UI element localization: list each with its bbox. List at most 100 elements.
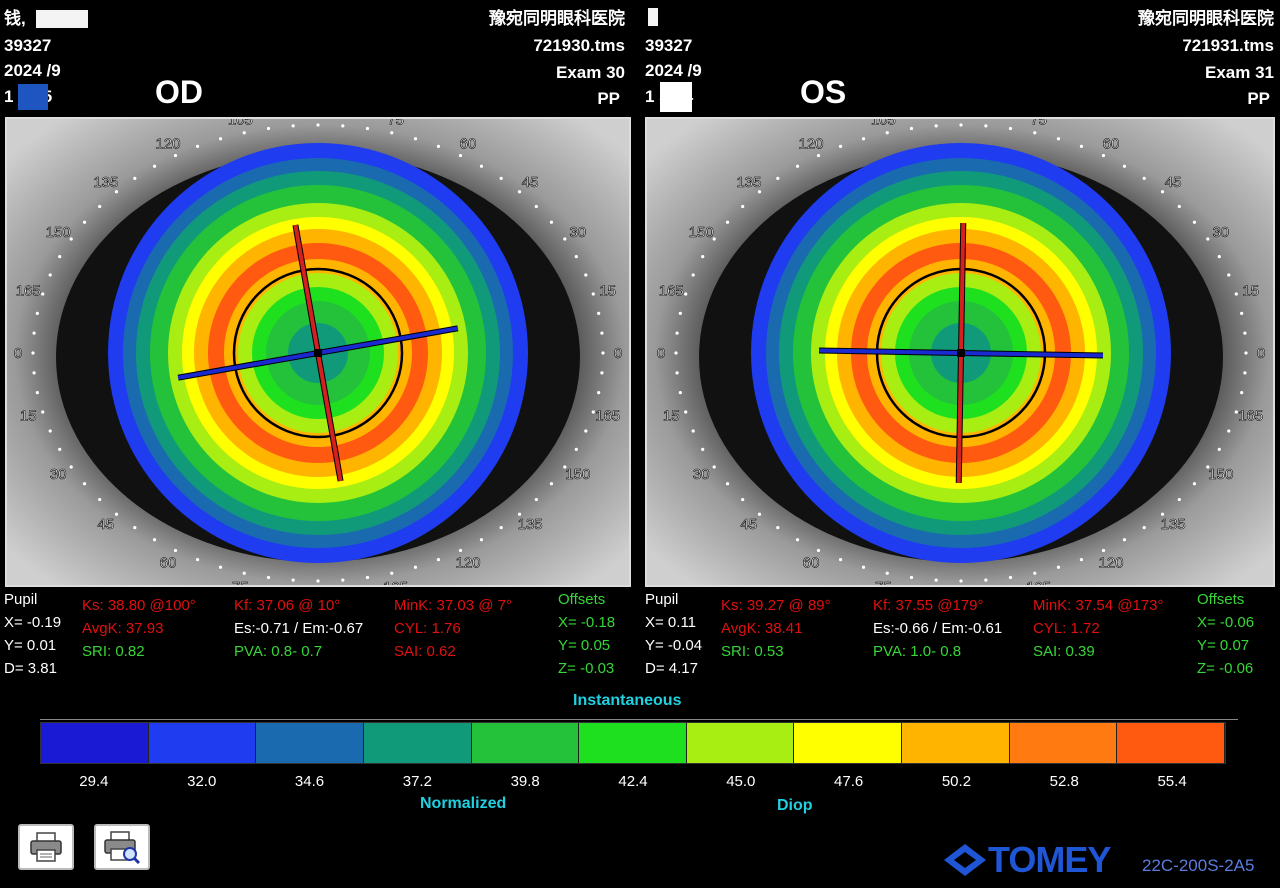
color-scale-cell: [902, 723, 1010, 763]
degree-dot: [574, 447, 578, 451]
degree-dot: [984, 124, 988, 128]
degree-dot: [1243, 331, 1247, 335]
color-scale-label: 42.4: [618, 773, 648, 790]
degree-dot: [173, 548, 178, 553]
degree-label: 165: [1238, 408, 1263, 425]
degree-label: 120: [155, 135, 180, 152]
degree-dot: [675, 331, 679, 335]
right-k-block: Ks: 39.27 @ 89° AvgK: 38.41 SRI: 0.53: [721, 594, 831, 663]
degree-dot: [861, 565, 866, 569]
degree-dot: [1056, 137, 1061, 141]
degree-dot: [1244, 351, 1248, 355]
degree-dot: [597, 390, 601, 395]
left-mink: MinK: 37.03 @ 7°: [394, 597, 512, 614]
color-scale-cell: [794, 723, 903, 763]
right-pupil-x: X= 0.11: [645, 614, 697, 631]
degree-dot: [600, 331, 604, 335]
legend-title-normalized[interactable]: Normalized: [420, 795, 507, 812]
degree-label: 60: [803, 555, 820, 572]
degree-dot: [98, 204, 102, 209]
left-file-name: 721930.tms: [533, 36, 625, 55]
degree-dot: [741, 497, 745, 502]
degree-label: 120: [798, 135, 823, 152]
right-file-name: 721931.tms: [1182, 36, 1274, 55]
degree-dot: [984, 578, 988, 582]
degree-dot: [1033, 131, 1037, 135]
degree-label: 150: [1208, 466, 1233, 483]
right-offset-y: Y= 0.07: [1197, 637, 1250, 654]
degree-label: 60: [160, 555, 177, 572]
right-topography-map[interactable]: 0153045607590105120135150165015304560759…: [645, 117, 1275, 587]
degree-label: 15: [1242, 282, 1259, 299]
right-ks: Ks: 39.27 @ 89°: [721, 597, 831, 614]
degree-dot: [1192, 220, 1197, 224]
left-offsets-block: Offsets X= -0.18 Y= 0.05 Z= -0.03: [558, 588, 615, 680]
degree-dot: [316, 123, 320, 127]
degree-dot: [600, 371, 604, 375]
left-pupil-block: Pupil X= -0.19 Y= 0.01 D= 3.81: [4, 588, 61, 680]
degree-label: 15: [20, 408, 37, 425]
degree-dot: [82, 482, 87, 486]
degree-label: 75: [1030, 119, 1047, 128]
degree-label: 150: [689, 224, 714, 241]
legend-title-diop[interactable]: Diop: [777, 797, 813, 814]
degree-dot: [152, 538, 157, 542]
right-mode: PP: [1247, 89, 1270, 108]
right-name-redaction: [648, 8, 658, 26]
legend-divider: [40, 719, 1238, 720]
degree-dot: [861, 137, 866, 141]
left-kf-block: Kf: 37.06 @ 10° Es:-0.71 / Em:-0.67 PVA:…: [234, 594, 363, 663]
degree-dot: [691, 429, 695, 433]
degree-dot: [499, 176, 503, 180]
right-pupil-y: Y= -0.04: [645, 637, 703, 654]
degree-label: 75: [387, 119, 404, 128]
degree-dot: [390, 571, 394, 575]
degree-dot: [35, 390, 39, 395]
print-preview-button[interactable]: [94, 824, 150, 870]
degree-dot: [712, 465, 716, 469]
color-scale-label: 52.8: [1049, 773, 1079, 790]
right-sri: SRI: 0.53: [721, 643, 784, 660]
degree-label: 15: [599, 282, 616, 299]
degree-dot: [816, 548, 821, 553]
left-ks: Ks: 38.80 @100°: [82, 597, 196, 614]
left-topography-map[interactable]: 0153045607590105120135150165015304560759…: [5, 117, 631, 587]
right-pupil-d: D= 4.17: [645, 660, 698, 677]
degree-dot: [41, 410, 45, 414]
degree-dot: [458, 153, 463, 158]
degree-dot: [316, 579, 320, 583]
degree-label: 105: [383, 579, 408, 587]
right-pupil-title: Pupil: [645, 591, 679, 608]
right-offset-z: Z= -0.06: [1197, 660, 1254, 677]
degree-dot: [1142, 526, 1146, 530]
degree-dot: [584, 429, 588, 433]
degree-dot: [1217, 447, 1221, 451]
printer-icon: [30, 832, 62, 862]
degree-dot: [517, 190, 522, 194]
degree-label: 90: [953, 119, 970, 120]
degree-label: 30: [569, 224, 586, 241]
tomey-logo-mark-icon: [944, 844, 986, 876]
degree-dot: [563, 237, 567, 241]
degree-dot: [133, 526, 137, 530]
color-scale-label: 29.4: [79, 773, 109, 790]
degree-dot: [563, 465, 567, 469]
right-kf: Kf: 37.55 @179°: [873, 597, 984, 614]
degree-dot: [1177, 204, 1181, 209]
degree-dot: [757, 190, 762, 194]
degree-dot: [517, 512, 522, 516]
print-button[interactable]: [18, 824, 74, 870]
degree-dot: [365, 575, 370, 580]
left-exam-number: Exam 30: [556, 63, 625, 82]
right-kf-block: Kf: 37.55 @179° Es:-0.66 / Em:-0.61 PVA:…: [873, 594, 1002, 663]
center-marker: [957, 349, 965, 357]
color-scale-cell: [1117, 723, 1226, 763]
degree-dot: [885, 571, 889, 575]
degree-dot: [98, 497, 102, 502]
degree-dot: [82, 220, 87, 224]
degree-dot: [574, 255, 578, 259]
degree-dot: [1234, 292, 1238, 296]
degree-dot: [291, 124, 295, 128]
degree-dot: [741, 204, 745, 209]
right-map-canvas: 0153045607590105120135150165015304560759…: [647, 119, 1273, 585]
